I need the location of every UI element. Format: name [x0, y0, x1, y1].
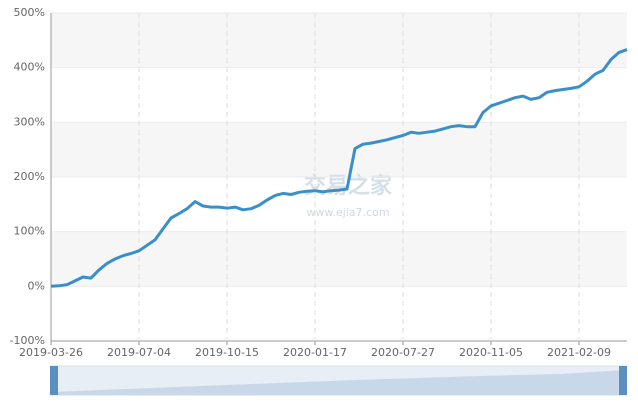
zoom-handle[interactable] [619, 366, 627, 395]
x-tick-label: 2020-11-05 [459, 346, 523, 359]
data-zoom[interactable] [50, 365, 627, 396]
grid-band [51, 13, 627, 68]
watermark: www.ejia7.com [306, 206, 389, 219]
x-tick-label: 2019-03-26 [19, 346, 83, 359]
y-tick-label: 500% [14, 6, 45, 19]
zoom-handle[interactable] [50, 366, 58, 395]
x-tick-label: 2019-07-04 [107, 346, 171, 359]
y-tick-label: 300% [14, 115, 45, 128]
grid-band [51, 122, 627, 177]
y-tick-label: -100% [10, 334, 45, 347]
y-tick-label: 0% [28, 279, 45, 292]
data-line [50, 48, 628, 288]
x-tick-label: 2021-02-09 [547, 346, 611, 359]
x-tick-label: 2019-10-15 [195, 346, 259, 359]
zoom-preview [51, 370, 626, 395]
x-tick-label: 2020-07-27 [371, 346, 435, 359]
x-tick-label: 2020-01-17 [283, 346, 347, 359]
y-tick-label: 100% [14, 225, 45, 238]
grid-band [51, 231, 627, 287]
y-tick-label: 200% [14, 170, 45, 183]
y-tick-label: 400% [14, 61, 45, 74]
